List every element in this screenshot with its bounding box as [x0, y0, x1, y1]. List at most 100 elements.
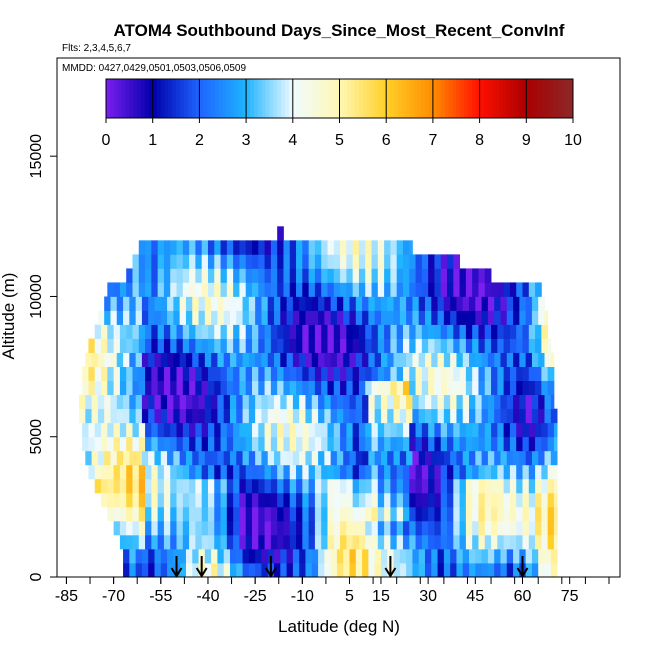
heat-cell: [472, 338, 479, 353]
heat-cell: [418, 394, 426, 410]
heat-cell: [412, 310, 420, 325]
heat-cell: [362, 296, 369, 311]
heat-cell: [314, 268, 322, 283]
heat-cell: [324, 310, 332, 325]
heat-cell: [380, 352, 388, 367]
heat-cell: [145, 492, 152, 508]
heat-cell: [201, 254, 209, 269]
heat-cell: [506, 310, 514, 325]
heat-cell: [151, 478, 159, 494]
heat-cell: [151, 338, 159, 353]
heat-cell: [211, 548, 218, 564]
heat-cell: [261, 562, 269, 578]
heat-cell: [104, 408, 111, 424]
heat-cell: [374, 310, 382, 325]
heat-cell: [346, 338, 354, 353]
heat-cell: [541, 436, 549, 452]
heat-cell: [487, 394, 495, 410]
heat-cell: [261, 394, 269, 410]
heat-cell: [525, 394, 533, 410]
heat-cell: [264, 324, 272, 339]
heat-cell: [286, 296, 294, 311]
colorbar-swatch: [218, 79, 224, 118]
heat-cell: [308, 492, 316, 508]
heat-cell: [415, 366, 423, 382]
heat-cell: [233, 492, 240, 508]
heat-cell: [170, 422, 177, 438]
heat-cell: [138, 380, 146, 396]
heat-cell: [280, 352, 287, 367]
heat-cell: [195, 366, 203, 382]
heat-cell: [387, 408, 394, 424]
heat-cell: [308, 366, 316, 382]
heat-cell: [519, 408, 527, 424]
heat-cell: [151, 520, 159, 536]
heat-cell: [421, 464, 429, 480]
heat-cell: [129, 352, 137, 367]
heat-cell: [214, 464, 221, 480]
colorbar-swatch: [429, 79, 434, 118]
heat-cell: [377, 422, 385, 438]
heat-cell: [535, 324, 542, 339]
heat-cell: [362, 408, 369, 424]
colorbar-swatch: [467, 79, 473, 118]
heat-cell: [154, 548, 162, 564]
heat-cell: [145, 254, 152, 269]
heat-cell: [346, 506, 354, 522]
heat-cell: [349, 548, 357, 564]
flights-label: Flts: 2,3,4,5,6,7: [62, 43, 131, 54]
x-tick-label: 45: [466, 588, 484, 605]
heat-cell: [456, 296, 464, 311]
heat-cell: [516, 520, 523, 536]
heat-cell: [393, 296, 401, 311]
heat-cell: [163, 324, 171, 339]
heat-cell: [333, 268, 341, 283]
heat-cell: [387, 310, 394, 325]
heat-cell: [443, 562, 451, 578]
heat-cell: [327, 478, 335, 494]
heat-cell: [538, 450, 545, 466]
heat-cell: [333, 282, 341, 297]
heat-cell: [541, 338, 549, 353]
heat-cell: [368, 352, 376, 367]
heat-cell: [484, 282, 492, 297]
heat-cell: [346, 464, 354, 480]
colorbar-swatch: [401, 79, 407, 118]
heat-cell: [528, 366, 536, 382]
heat-cell: [195, 534, 203, 550]
heat-cell: [138, 422, 146, 438]
heat-cell: [399, 450, 407, 466]
heat-cell: [280, 562, 287, 578]
heat-cell: [302, 506, 310, 522]
heat-cell: [434, 506, 442, 522]
heat-cell: [459, 338, 467, 353]
heat-cell: [371, 338, 379, 353]
heat-cell: [239, 380, 247, 396]
heat-cell: [318, 310, 325, 325]
heat-cell: [346, 422, 354, 438]
colorbar-swatch: [549, 79, 555, 118]
heat-cell: [220, 520, 228, 536]
heat-cell: [116, 394, 124, 410]
heat-cell: [88, 366, 96, 382]
colorbar-swatch: [312, 79, 317, 118]
heat-cell: [396, 534, 404, 550]
heat-cell: [311, 548, 319, 564]
heat-cell: [447, 338, 454, 353]
heat-cell: [415, 268, 423, 283]
heat-cell: [264, 492, 272, 508]
heat-cell: [340, 436, 347, 452]
heat-cell: [119, 380, 127, 396]
heat-cell: [289, 478, 297, 494]
heat-cell: [469, 548, 476, 564]
colorbar-swatch: [187, 79, 193, 118]
heat-cell: [399, 548, 407, 564]
heat-cell: [516, 282, 523, 297]
heat-cell: [481, 352, 489, 367]
heat-cell: [402, 282, 410, 297]
heat-cell: [453, 268, 460, 283]
heat-cell: [299, 310, 306, 325]
heat-cell: [340, 254, 347, 269]
heat-cell: [421, 324, 429, 339]
heat-cell: [223, 394, 231, 410]
